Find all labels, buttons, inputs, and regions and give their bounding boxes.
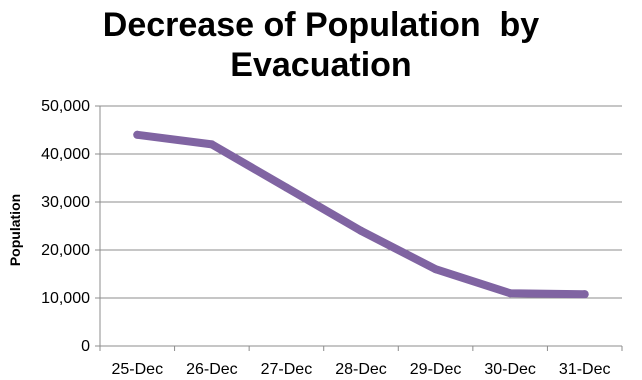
chart-title-line-1: Decrease of Population by [102,6,540,44]
data-point [282,183,291,192]
x-tick-labels: 25-Dec 26-Dec 27-Dec 28-Dec 29-Dec 30-Dec 31-D… [111,361,610,378]
data-point [133,130,142,139]
y-tick-labels: 0 10,000 20,000 30,000 40,000 50,000 [41,98,90,355]
data-point [357,226,365,235]
x-tick-label: 29-Dec [410,361,462,378]
x-tick-label: 26-Dec [186,361,238,378]
y-tick-label: 20,000 [41,242,90,259]
x-tick-label: 25-Dec [111,361,163,378]
y-tick-label: 40,000 [41,146,90,163]
x-tick-label: 31-Dec [559,361,611,378]
x-tick-label: 27-Dec [261,361,313,378]
gridlines [100,105,622,299]
series-line [133,130,589,299]
series-layer [133,130,589,299]
y-tick-label: 30,000 [41,194,90,211]
y-tick-label: 0 [81,338,90,355]
y-tick-label: 50,000 [41,98,90,115]
x-tick-label: 28-Dec [335,361,387,378]
data-point [431,265,440,274]
data-point [207,140,216,149]
x-tick-label: 30-Dec [484,361,536,378]
axes [95,105,623,351]
y-axis-title: Population [7,194,23,266]
data-point [580,290,589,299]
y-tick-label: 10,000 [41,290,90,307]
data-point [506,289,515,298]
chart-title-line-2: Evacuation [230,46,412,84]
